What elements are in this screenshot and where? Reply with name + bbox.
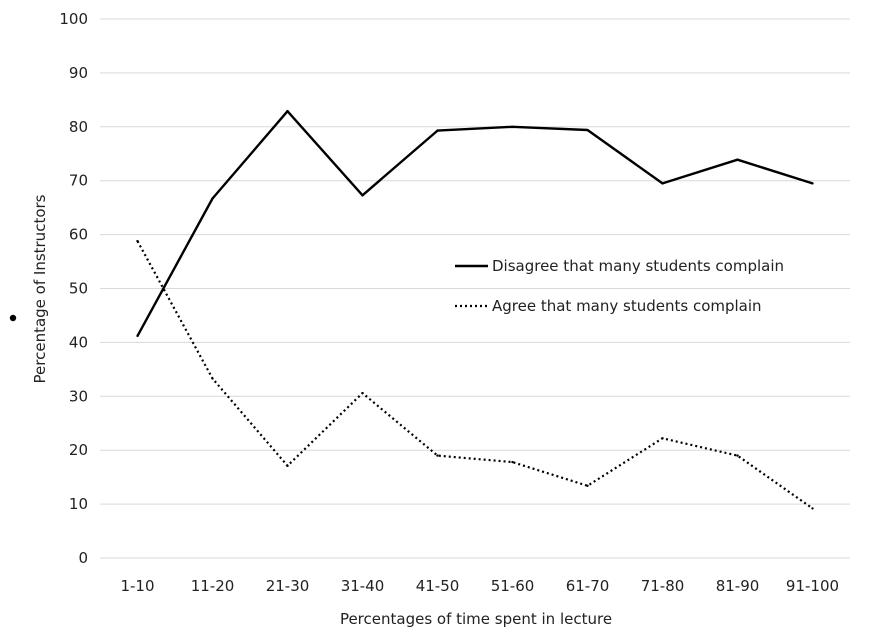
y-tick-label: 70 [69, 172, 88, 190]
legend-label-agree: Agree that many students complain [492, 297, 762, 315]
legend: Disagree that many students complain Agr… [455, 257, 784, 315]
data-point-agree-3 [361, 391, 364, 395]
x-tick-label: 21-30 [266, 577, 310, 595]
bullet-marker [9, 314, 17, 322]
x-axis-tick-labels: 1-10 11-20 21-30 31-40 41-50 51-60 61-70 71-80 8… [120, 577, 839, 595]
data-point-agree-9 [811, 507, 814, 510]
data-point-agree-7 [661, 437, 664, 440]
y-axis-title: Percentage of Instructors [31, 194, 49, 383]
data-point-disagree-7 [661, 182, 664, 185]
x-tick-label: 1-10 [120, 577, 154, 595]
data-point-disagree-2 [286, 109, 289, 113]
data-point-disagree-9 [811, 182, 814, 185]
data-point-agree-2 [286, 464, 289, 468]
x-tick-label: 71-80 [641, 577, 685, 595]
data-point-disagree-6 [586, 128, 589, 132]
y-axis-tick-labels: 0 10 20 30 40 50 60 70 80 90 100 [59, 10, 88, 567]
x-tick-label: 81-90 [716, 577, 760, 595]
y-tick-label: 100 [59, 10, 88, 28]
data-point-disagree-3 [361, 194, 364, 197]
series-line-disagree [136, 109, 813, 337]
y-tick-label: 40 [69, 333, 88, 351]
data-point-disagree-5 [511, 125, 514, 128]
gridlines [100, 18, 850, 559]
data-point-agree-4 [436, 454, 439, 457]
legend-label-disagree: Disagree that many students complain [492, 257, 784, 275]
y-tick-label: 10 [69, 495, 88, 513]
data-point-agree-1 [211, 377, 214, 380]
y-tick-label: 30 [69, 387, 88, 405]
y-tick-label: 50 [69, 280, 88, 298]
data-point-agree-0 [136, 239, 139, 243]
x-tick-label: 41-50 [416, 577, 460, 595]
x-tick-label: 51-60 [491, 577, 535, 595]
y-tick-label: 60 [69, 226, 88, 244]
data-point-disagree-8 [736, 158, 739, 161]
x-tick-label: 31-40 [341, 577, 385, 595]
series-lines [136, 109, 814, 510]
series-line-agree [136, 240, 814, 510]
y-tick-label: 80 [69, 118, 88, 136]
data-point-agree-8 [736, 454, 739, 457]
data-point-disagree-0 [136, 334, 139, 338]
x-tick-label: 61-70 [566, 577, 610, 595]
data-point-disagree-4 [436, 129, 439, 132]
data-point-disagree-1 [211, 197, 214, 200]
y-tick-label: 20 [69, 441, 88, 459]
data-point-agree-5 [511, 460, 514, 464]
y-tick-label: 0 [78, 549, 88, 567]
x-tick-label: 91-100 [786, 577, 839, 595]
x-axis-title: Percentages of time spent in lecture [340, 610, 612, 628]
data-point-agree-6 [586, 484, 589, 487]
y-tick-label: 90 [69, 64, 88, 82]
x-tick-label: 11-20 [191, 577, 235, 595]
